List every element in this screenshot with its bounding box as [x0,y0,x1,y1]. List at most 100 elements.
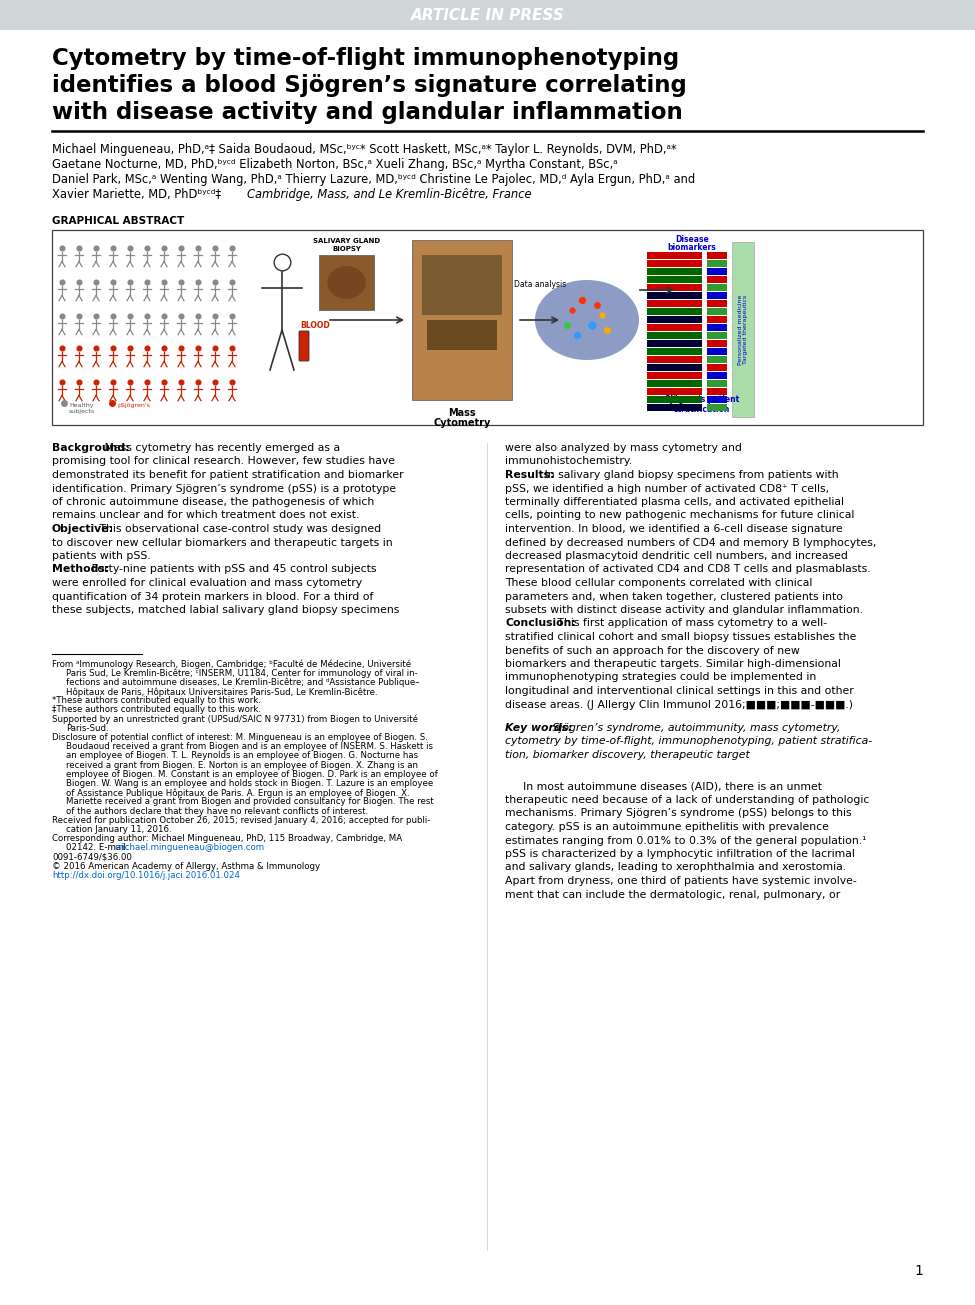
Text: Xavier Mariette, MD, PhDᵇʸᶜᵈ‡: Xavier Mariette, MD, PhDᵇʸᶜᵈ‡ [52,188,221,201]
Text: immunohistochemistry.: immunohistochemistry. [505,457,632,466]
Bar [707,341,727,347]
Text: and salivary glands, leading to xerophthalmia and xerostomia.: and salivary glands, leading to xerophth… [505,863,846,873]
Bar [707,372,727,378]
Text: these subjects, matched labial salivary gland biopsy specimens: these subjects, matched labial salivary … [52,606,400,615]
Bar [707,268,727,275]
Point [600,320,615,341]
Bar [707,380,727,388]
Text: In most autoimmune diseases (AID), there is an unmet: In most autoimmune diseases (AID), there… [523,782,822,792]
Bar [647,308,702,315]
Text: This first application of mass cytometry to a well-: This first application of mass cytometry… [554,619,827,629]
Text: immunophenotyping strategies could be implemented in: immunophenotyping strategies could be im… [505,672,816,683]
Bar [707,356,727,363]
Bar [52,230,923,425]
Point [584,315,600,335]
Text: Cytometry by time-of-flight immunophenotyping: Cytometry by time-of-flight immunophenot… [52,47,680,70]
Bar [647,324,702,331]
Text: Sjögren's patient: Sjögren's patient [665,395,739,405]
Text: BLOOD: BLOOD [300,321,330,329]
Text: representation of activated CD4 and CD8 T cells and plasmablasts.: representation of activated CD4 and CD8 … [505,565,871,574]
Bar [707,316,727,324]
Bar [647,372,702,378]
Text: Paris-Sud.: Paris-Sud. [66,724,108,733]
Text: category. pSS is an autoimmune epithelitis with prevalence: category. pSS is an autoimmune epithelit… [505,822,829,833]
Text: defined by decreased numbers of CD4 and memory B lymphocytes,: defined by decreased numbers of CD4 and … [505,538,877,548]
Bar [707,300,727,307]
Text: subjects: subjects [69,410,96,415]
Bar [707,308,727,315]
Bar [647,380,702,388]
Text: Apart from dryness, one third of patients have systemic involve-: Apart from dryness, one third of patient… [505,876,857,886]
Text: Michael Mingueneau, PhD,ᵃ‡ Saida Boudaoud, MSc,ᵇʸᶜ* Scott Haskett, MSc,ᵃ* Taylor: Michael Mingueneau, PhD,ᵃ‡ Saida Boudaou… [52,144,677,157]
Bar [647,275,702,283]
Bar [707,292,727,299]
Text: cells, pointing to new pathogenic mechanisms for future clinical: cells, pointing to new pathogenic mechan… [505,510,854,521]
Text: Mass: Mass [448,408,476,418]
Bar [647,331,702,339]
Text: From ᵃImmunology Research, Biogen, Cambridge; ᵇFaculté de Médecine, Université: From ᵃImmunology Research, Biogen, Cambr… [52,659,411,669]
Bar [707,364,727,371]
Bar [647,356,702,363]
Text: pSS, we identified a high number of activated CD8⁺ T cells,: pSS, we identified a high number of acti… [505,483,829,493]
Text: an employee of Biogen. T. L. Reynolds is an employee of Biogen. G. Nocturne has: an employee of Biogen. T. L. Reynolds is… [66,752,418,761]
Text: fections and autoimmune diseases, Le Kremlin-Bicêtre; and ᵈAssistance Publique–: fections and autoimmune diseases, Le Kre… [66,677,419,688]
Bar [0,0,975,30]
Bar [647,292,702,299]
Text: Personalized medicine
Targeted therapeutics: Personalized medicine Targeted therapeut… [738,295,749,364]
Point [565,300,580,321]
Text: stratification: stratification [674,405,730,414]
Bar [647,316,702,324]
Text: pSS is characterized by a lymphocytic infiltration of the lacrimal: pSS is characterized by a lymphocytic in… [505,850,855,859]
Text: Mariette received a grant from Biogen and provided consultancy for Biogen. The r: Mariette received a grant from Biogen an… [66,797,434,806]
Point [560,315,575,335]
Text: Supported by an unrestricted grant (UPSud/SAIC N 97731) from Biogen to Universit: Supported by an unrestricted grant (UPSu… [52,715,418,724]
Text: Mass cytometry has recently emerged as a: Mass cytometry has recently emerged as a [100,442,340,453]
Text: Healthy: Healthy [69,402,94,407]
Text: identifies a blood Sjögren’s signature correlating: identifies a blood Sjögren’s signature c… [52,74,686,97]
Text: BIOPSY: BIOPSY [332,247,362,252]
Text: Biogen. W. Wang is an employee and holds stock in Biogen. T. Lazure is an employ: Biogen. W. Wang is an employee and holds… [66,779,433,788]
Text: decreased plasmacytoid dendritic cell numbers, and increased: decreased plasmacytoid dendritic cell nu… [505,551,848,561]
Text: stratified clinical cohort and small biopsy tissues establishes the: stratified clinical cohort and small bio… [505,632,856,642]
Text: .: . [208,843,211,852]
Bar [707,388,727,395]
Point [569,325,585,346]
Text: mechanisms. Primary Sjögren’s syndrome (pSS) belongs to this: mechanisms. Primary Sjögren’s syndrome (… [505,809,851,818]
Text: Conclusion:: Conclusion: [505,619,576,629]
Text: Received for publication October 26, 2015; revised January 4, 2016; accepted for: Received for publication October 26, 201… [52,816,430,825]
Text: cation January 11, 2016.: cation January 11, 2016. [66,825,172,834]
Text: demonstrated its benefit for patient stratification and biomarker: demonstrated its benefit for patient str… [52,470,404,480]
Bar [427,320,497,350]
Text: Forty-nine patients with pSS and 45 control subjects: Forty-nine patients with pSS and 45 cont… [88,565,376,574]
Text: therapeutic need because of a lack of understanding of pathologic: therapeutic need because of a lack of un… [505,795,870,805]
Text: of the authors declare that they have no relevant conflicts of interest.: of the authors declare that they have no… [66,806,369,816]
Text: In salivary gland biopsy specimens from patients with: In salivary gland biopsy specimens from … [540,470,838,480]
Text: biomarkers: biomarkers [668,243,717,252]
Bar [707,405,727,411]
Text: Disclosure of potential conflict of interest: M. Mingueneau is an employee of Bi: Disclosure of potential conflict of inte… [52,733,428,743]
Bar [707,331,727,339]
Text: remains unclear and for which treatment does not exist.: remains unclear and for which treatment … [52,510,360,521]
Bar [707,348,727,355]
Text: biomarkers and therapeutic targets. Similar high-dimensional: biomarkers and therapeutic targets. Simi… [505,659,840,669]
Bar [647,284,702,291]
Text: Paris Sud, Le Kremlin-Bicêtre; ᶜINSERM, U1184, Center for immunology of viral in: Paris Sud, Le Kremlin-Bicêtre; ᶜINSERM, … [66,668,417,679]
Ellipse shape [328,266,366,299]
Text: 1: 1 [915,1265,923,1278]
Text: of Assistance Publique Hôpitaux de Paris. A. Ergun is an employee of Biogen. X.: of Assistance Publique Hôpitaux de Paris… [66,788,410,797]
Bar [647,341,702,347]
Text: ‡These authors contributed equally to this work.: ‡These authors contributed equally to th… [52,706,261,715]
Text: Hôpitaux de Paris, Hôpitaux Universitaires Paris-Sud, Le Kremlin-Bicêtre.: Hôpitaux de Paris, Hôpitaux Universitair… [66,688,377,697]
Text: pSjögren's: pSjögren's [117,402,150,407]
Text: http://dx.doi.org/10.1016/j.jaci.2016.01.024: http://dx.doi.org/10.1016/j.jaci.2016.01… [52,872,240,880]
Text: with disease activity and glandular inflammation: with disease activity and glandular infl… [52,100,682,124]
Text: terminally differentiated plasma cells, and activated epithelial: terminally differentiated plasma cells, … [505,497,844,508]
Text: subsets with distinct disease activity and glandular inflammation.: subsets with distinct disease activity a… [505,606,863,615]
Bar [647,268,702,275]
Bar [319,254,374,311]
Text: were also analyzed by mass cytometry and: were also analyzed by mass cytometry and [505,442,742,453]
Bar [707,252,727,258]
Text: Corresponding author: Michael Mingueneau, PhD, 115 Broadway, Cambridge, MA: Corresponding author: Michael Mingueneau… [52,834,402,843]
Text: These blood cellular components correlated with clinical: These blood cellular components correlat… [505,578,812,589]
Bar [647,388,702,395]
